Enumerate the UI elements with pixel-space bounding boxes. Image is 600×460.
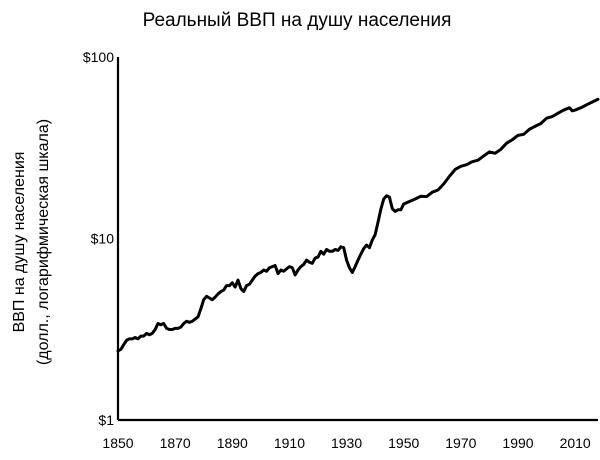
y-tick-label: $10 [91, 231, 115, 247]
x-tick-label: 2010 [560, 435, 591, 451]
tick-labels: $1 $10 $100 1850 1870 1890 1910 1930 1950 1970 199… [83, 49, 591, 451]
x-tick-label: 1870 [160, 435, 191, 451]
y-tick-label: $1 [98, 412, 114, 428]
gdp-series-line [116, 97, 600, 353]
series-layer [116, 97, 600, 353]
y-axis-label: ВВП на душу населения [11, 152, 28, 333]
x-tick-label: 1970 [445, 435, 476, 451]
y-axis-label-note: (долл., логарифмическая шкала) [35, 119, 52, 365]
x-tick-label: 1850 [102, 435, 133, 451]
x-tick-label: 1910 [274, 435, 305, 451]
chart-title: Реальный ВВП на душу населения [143, 10, 452, 31]
x-tick-label: 1950 [388, 435, 419, 451]
y-tick-label: $100 [83, 49, 114, 65]
x-tick-label: 1930 [331, 435, 362, 451]
x-tick-label: 1890 [217, 435, 248, 451]
x-tick-label: 1990 [502, 435, 533, 451]
axes [116, 57, 598, 422]
